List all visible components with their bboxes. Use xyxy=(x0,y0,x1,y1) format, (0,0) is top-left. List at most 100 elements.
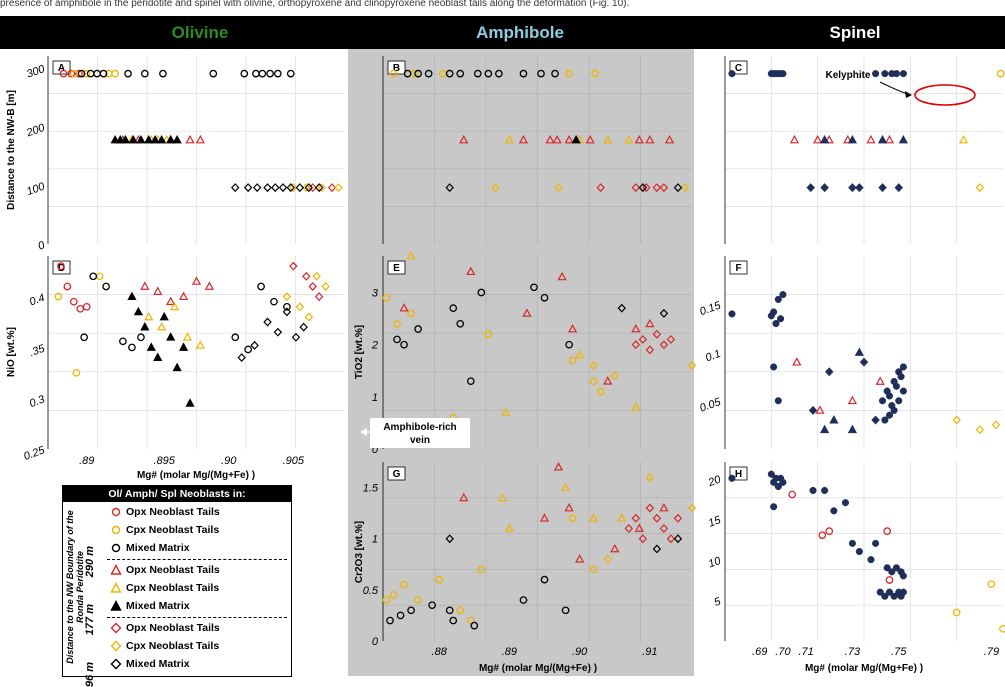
panel-label: B xyxy=(393,63,400,74)
data-point xyxy=(102,282,110,291)
data-point xyxy=(890,406,898,414)
data-point xyxy=(257,282,265,291)
y-tick-label: 1 xyxy=(372,392,378,404)
data-point xyxy=(519,596,528,604)
panel-label: A xyxy=(58,63,65,74)
vein-arrowhead xyxy=(360,428,367,436)
data-point xyxy=(996,69,1005,78)
data-point xyxy=(809,486,817,495)
data-point xyxy=(767,470,775,478)
data-point xyxy=(243,183,253,193)
legend-item: Mixed Matrix xyxy=(109,540,190,557)
data-point xyxy=(779,478,787,486)
data-point xyxy=(435,575,444,584)
data-point xyxy=(871,415,880,425)
data-point xyxy=(144,134,154,144)
legend-distance: 290 m xyxy=(84,546,96,578)
data-point xyxy=(564,134,574,144)
spinel-title: Spinel xyxy=(829,23,881,42)
panel-a: A xyxy=(47,56,345,244)
data-point xyxy=(537,69,545,78)
data-point xyxy=(128,134,138,144)
data-point xyxy=(449,304,458,313)
data-point xyxy=(788,490,797,499)
data-point xyxy=(204,281,215,290)
x-tick-label: .71 xyxy=(798,646,813,658)
data-point xyxy=(299,322,308,332)
data-point xyxy=(565,340,573,349)
data-point xyxy=(473,69,482,78)
data-point xyxy=(899,588,907,596)
data-point xyxy=(890,592,898,600)
x-tick-label: .90 xyxy=(221,455,237,467)
data-point xyxy=(466,616,475,625)
y-tick-label: 20 xyxy=(706,473,723,489)
data-point xyxy=(172,362,182,372)
data-point xyxy=(278,183,288,193)
data-point xyxy=(848,539,856,547)
data-point xyxy=(321,281,330,291)
data-point xyxy=(847,424,858,434)
data-point xyxy=(876,588,884,596)
data-point xyxy=(407,606,415,615)
data-point xyxy=(687,361,697,371)
data-point xyxy=(136,134,146,144)
data-point xyxy=(286,69,295,78)
legend-item: Cpx Neoblast Tails xyxy=(109,522,219,539)
data-point xyxy=(877,134,888,144)
data-point xyxy=(403,69,412,78)
x-tick-label: .90 xyxy=(572,646,588,658)
legend-item: Opx Neoblast Tails xyxy=(109,504,220,521)
data-point xyxy=(610,543,620,553)
panel-label-box xyxy=(52,260,71,275)
data-point xyxy=(885,392,894,400)
data-point xyxy=(456,606,465,615)
panel-label-box xyxy=(387,260,406,275)
data-point xyxy=(589,361,598,371)
data-point xyxy=(273,327,283,337)
y-tick-label: 10 xyxy=(707,555,723,571)
data-point xyxy=(728,310,736,318)
data-point xyxy=(314,292,324,302)
data-point xyxy=(157,322,167,331)
data-point xyxy=(872,539,880,547)
data-point xyxy=(818,531,827,540)
data-point xyxy=(673,513,683,523)
data-point xyxy=(859,357,869,367)
y-tick-label: 0.1 xyxy=(704,348,722,365)
data-point xyxy=(825,367,834,377)
data-point xyxy=(881,70,889,78)
data-point xyxy=(386,616,394,625)
data-point xyxy=(825,527,834,536)
panel-e: E xyxy=(382,250,697,449)
y-tick-label: 0.25 xyxy=(22,444,47,463)
data-point xyxy=(553,462,564,471)
y-tick-label: 1.5 xyxy=(363,483,379,495)
data-point xyxy=(634,523,644,532)
data-point xyxy=(518,134,529,144)
data-point xyxy=(400,580,408,589)
y-tick-label: .35 xyxy=(28,342,47,359)
data-point xyxy=(289,183,298,193)
data-point xyxy=(568,514,577,523)
data-point xyxy=(334,183,343,193)
panel-d: D xyxy=(47,256,345,449)
data-point xyxy=(99,69,108,78)
data-point xyxy=(159,311,169,321)
y-tick-label: 0 xyxy=(372,444,379,456)
data-point xyxy=(519,69,528,78)
data-point xyxy=(456,69,465,78)
data-point xyxy=(884,134,895,144)
data-point xyxy=(396,611,405,620)
data-point xyxy=(774,295,782,303)
data-point xyxy=(414,325,422,333)
data-point xyxy=(603,376,613,385)
data-point xyxy=(564,502,574,512)
data-point xyxy=(466,377,475,386)
data-point xyxy=(504,134,515,144)
panel-label: F xyxy=(735,263,741,274)
data-point xyxy=(561,606,570,615)
data-point xyxy=(975,425,985,435)
data-point xyxy=(459,134,469,144)
data-point xyxy=(504,523,515,532)
